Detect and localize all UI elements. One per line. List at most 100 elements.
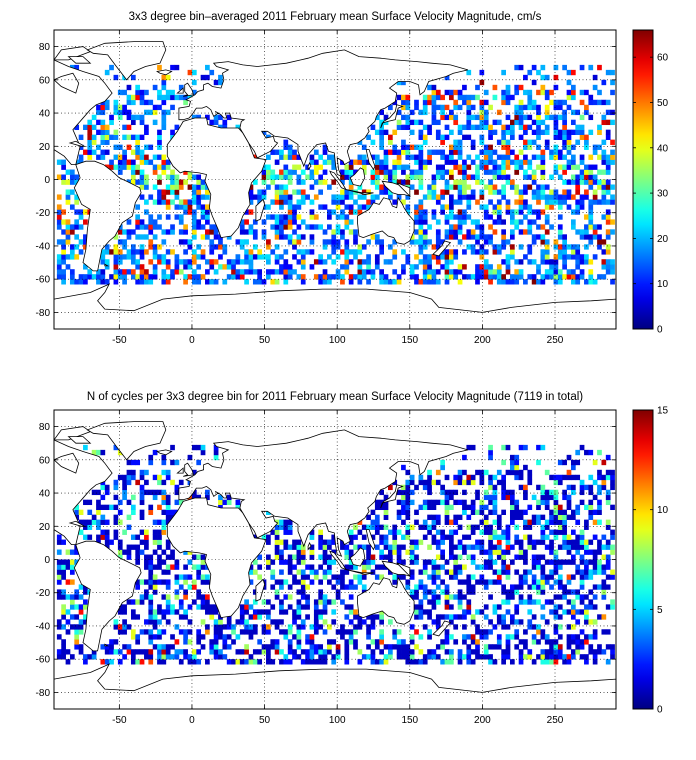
bin-cell [357, 159, 363, 165]
bin-cell [348, 184, 354, 190]
bin-cell [575, 639, 581, 645]
bin-cell [488, 594, 493, 600]
bin-cell [540, 614, 546, 620]
bin-cell [566, 639, 572, 645]
bin-cell [466, 199, 472, 205]
bin-cell [287, 144, 293, 150]
bin-cell [444, 179, 450, 185]
bin-cell [139, 659, 145, 665]
bin-cell [514, 524, 520, 530]
bin-cell [383, 644, 389, 650]
bin-cell [144, 154, 149, 160]
bin-cell [209, 604, 215, 610]
bin-cell [100, 279, 106, 285]
bin-cell [470, 659, 476, 665]
bin-cell [287, 554, 293, 560]
bin-cell [161, 254, 167, 260]
bin-cell [540, 659, 546, 665]
bin-cell [418, 129, 424, 135]
bin-cell [405, 174, 411, 180]
bin-cell [370, 554, 376, 560]
bin-cell [431, 119, 437, 126]
bin-cell [300, 219, 306, 225]
bin-cell [544, 214, 550, 220]
bin-cell [557, 174, 563, 180]
bin-cell [152, 249, 158, 255]
bin-cell [117, 649, 123, 655]
bin-cell [566, 144, 572, 150]
bin-cell [69, 169, 75, 175]
bin-cell [601, 189, 607, 195]
bin-cell [152, 274, 158, 280]
bin-cell [170, 174, 175, 180]
bin-cell [514, 534, 520, 540]
bin-cell [139, 254, 145, 260]
bin-cell [139, 539, 145, 545]
bin-cell [248, 659, 254, 665]
bin-cell [449, 204, 454, 210]
bin-cell [409, 549, 415, 555]
bin-cell [592, 459, 598, 466]
bin-cell [56, 259, 62, 265]
bin-cell [553, 629, 559, 635]
bin-cell [610, 264, 615, 270]
bin-cell [570, 529, 576, 535]
bin-cell [296, 609, 302, 615]
bin-cell [527, 69, 533, 76]
bin-cell [196, 219, 202, 225]
bin-cell [579, 534, 585, 540]
bin-cell [449, 169, 454, 175]
bin-cell [396, 149, 402, 155]
bin-cell [466, 649, 472, 655]
bin-cell [91, 114, 97, 121]
bin-cell [117, 544, 123, 550]
bin-cell [152, 519, 158, 525]
bin-cell [592, 594, 598, 600]
bin-cell [570, 129, 576, 135]
bin-cell [283, 539, 289, 545]
bin-cell [431, 84, 437, 91]
bin-cell [449, 614, 454, 620]
bin-cell [514, 119, 520, 126]
bin-cell [588, 499, 594, 506]
bin-cell [157, 64, 162, 71]
bin-cell [557, 104, 563, 111]
bin-cell [96, 269, 101, 275]
bin-cell [130, 164, 136, 170]
bin-cell [422, 659, 428, 665]
bin-cell [570, 559, 576, 565]
bin-cell [313, 149, 319, 155]
bin-cell [501, 279, 506, 285]
bin-cell [353, 564, 358, 570]
bin-cell [405, 644, 411, 650]
bin-cell [531, 104, 537, 111]
bin-cell [148, 224, 154, 230]
bin-cell [157, 174, 162, 180]
bin-cell [405, 529, 411, 535]
bin-cell [165, 619, 171, 625]
bin-cell [536, 459, 541, 466]
bin-cell [148, 614, 154, 620]
bin-cell [523, 129, 528, 135]
bin-cell [422, 134, 428, 140]
bin-cell [488, 494, 493, 501]
bin-cell [327, 239, 332, 245]
bin-cell [252, 569, 258, 575]
bin-cell [252, 269, 258, 275]
bin-cell [205, 219, 210, 225]
bin-cell [531, 79, 537, 86]
bin-cell [135, 279, 141, 285]
bin-cell [479, 134, 485, 140]
bin-cell [87, 124, 93, 131]
bin-cell [87, 149, 93, 155]
bin-cell [83, 534, 88, 540]
bin-cell [183, 264, 188, 270]
bin-cell [357, 279, 363, 285]
bin-cell [157, 519, 162, 525]
bin-cell [531, 239, 537, 245]
bin-cell [157, 144, 162, 150]
bin-cell [566, 94, 572, 101]
bin-cell [518, 584, 524, 590]
bin-cell [483, 184, 489, 190]
bin-cell [135, 234, 141, 240]
